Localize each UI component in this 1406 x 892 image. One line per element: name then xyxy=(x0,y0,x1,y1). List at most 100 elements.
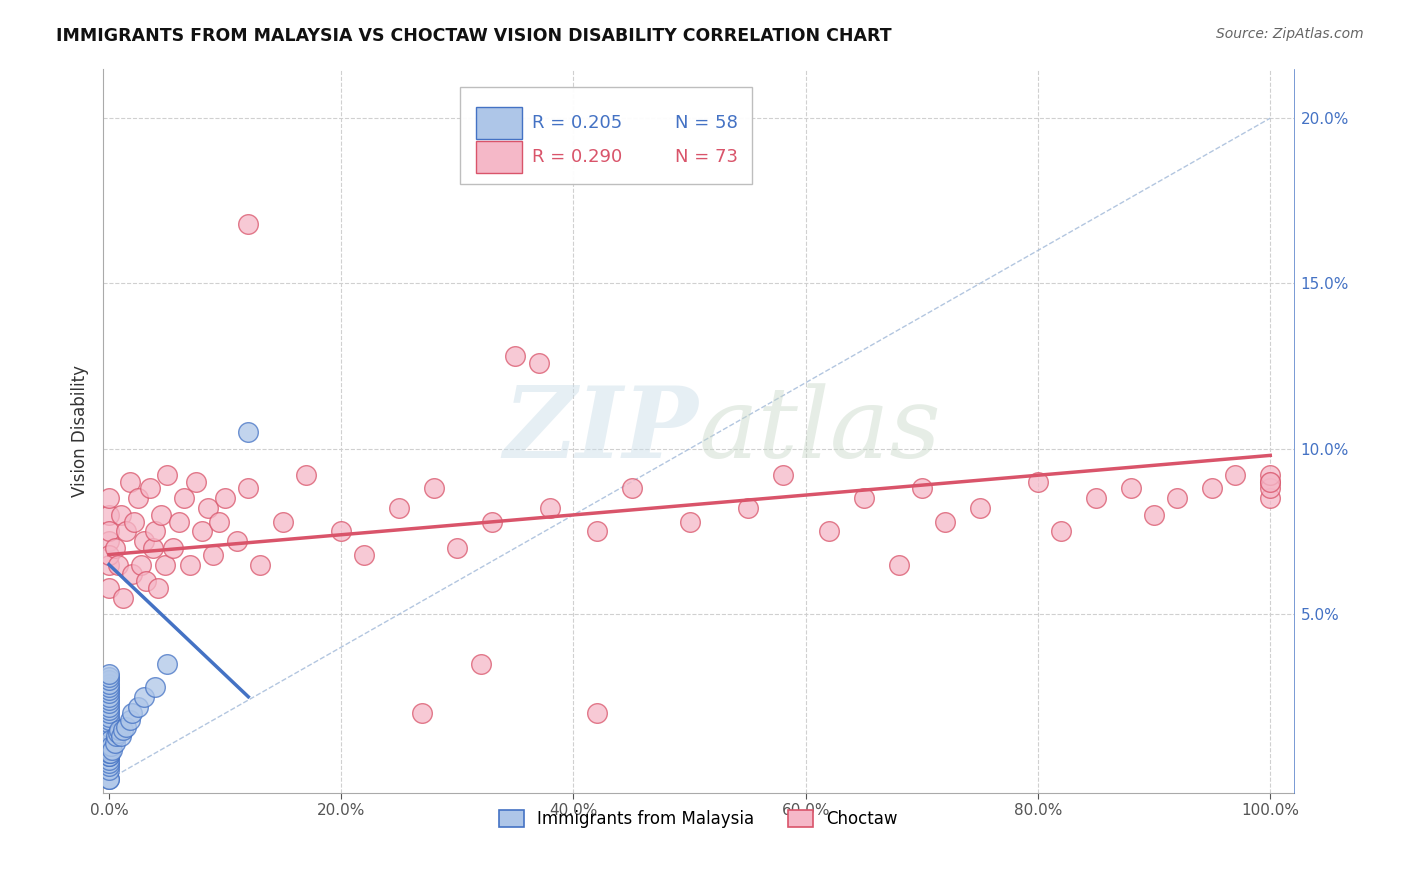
Text: N = 58: N = 58 xyxy=(675,114,737,132)
Point xyxy=(97,726,120,740)
Point xyxy=(772,468,794,483)
Point xyxy=(156,468,179,483)
Point xyxy=(208,515,231,529)
Point xyxy=(115,524,138,539)
Point xyxy=(124,515,146,529)
Point xyxy=(179,558,201,572)
Point xyxy=(1050,524,1073,539)
Point xyxy=(132,534,155,549)
Point xyxy=(97,683,120,698)
Point xyxy=(145,680,167,694)
Point xyxy=(97,739,120,754)
Point xyxy=(97,697,120,711)
Point xyxy=(97,548,120,562)
Point xyxy=(167,515,190,529)
Point xyxy=(162,541,184,555)
Point xyxy=(156,657,179,671)
Point xyxy=(1119,482,1142,496)
Point xyxy=(97,508,120,522)
Point xyxy=(97,491,120,506)
Point xyxy=(238,482,260,496)
Point xyxy=(135,574,157,588)
Point xyxy=(107,558,129,572)
Point xyxy=(97,749,120,764)
Point xyxy=(1258,468,1281,483)
Point xyxy=(100,739,122,754)
Point xyxy=(969,501,991,516)
Point xyxy=(153,558,176,572)
Point xyxy=(97,716,120,731)
Y-axis label: Vision Disability: Vision Disability xyxy=(72,365,89,497)
Point xyxy=(138,482,160,496)
Point xyxy=(97,763,120,777)
Point xyxy=(1143,508,1166,522)
Point xyxy=(145,524,167,539)
Point xyxy=(107,726,129,740)
Point xyxy=(97,772,120,787)
Point xyxy=(191,524,214,539)
Point xyxy=(108,723,131,737)
Point xyxy=(97,699,120,714)
Point xyxy=(202,548,225,562)
Point xyxy=(934,515,956,529)
Point xyxy=(131,558,153,572)
FancyBboxPatch shape xyxy=(475,107,522,139)
Point xyxy=(97,730,120,744)
Point xyxy=(98,732,121,747)
Point xyxy=(97,749,120,764)
Point xyxy=(818,524,841,539)
Point xyxy=(1026,475,1049,489)
Point xyxy=(97,723,120,737)
Point xyxy=(1258,475,1281,489)
Point xyxy=(127,699,149,714)
Point xyxy=(1201,482,1223,496)
Point xyxy=(737,501,759,516)
Point xyxy=(104,736,127,750)
Point xyxy=(1225,468,1247,483)
Point xyxy=(1258,482,1281,496)
Point xyxy=(101,742,124,756)
Point xyxy=(1166,491,1188,506)
Point xyxy=(146,581,169,595)
Point xyxy=(353,548,375,562)
Point xyxy=(238,217,260,231)
Point xyxy=(911,482,934,496)
Point xyxy=(97,759,120,773)
Point xyxy=(142,541,165,555)
Point xyxy=(97,670,120,684)
Point xyxy=(225,534,247,549)
Point xyxy=(97,693,120,707)
Point xyxy=(98,746,121,760)
Point xyxy=(111,591,134,605)
Point xyxy=(97,726,120,740)
Point xyxy=(330,524,353,539)
Text: N = 73: N = 73 xyxy=(675,148,738,166)
Point xyxy=(620,482,643,496)
Point xyxy=(118,475,141,489)
Point xyxy=(97,739,120,754)
Point xyxy=(97,709,120,723)
Point xyxy=(214,491,236,506)
Point xyxy=(104,730,127,744)
Point xyxy=(505,349,527,363)
Point xyxy=(852,491,875,506)
Point xyxy=(97,713,120,727)
Point xyxy=(585,524,607,539)
Point xyxy=(97,680,120,694)
Point xyxy=(527,356,550,370)
Text: IMMIGRANTS FROM MALAYSIA VS CHOCTAW VISION DISABILITY CORRELATION CHART: IMMIGRANTS FROM MALAYSIA VS CHOCTAW VISI… xyxy=(56,27,891,45)
Point xyxy=(97,534,120,549)
Point xyxy=(1258,491,1281,506)
Text: atlas: atlas xyxy=(699,383,941,478)
Point xyxy=(97,723,120,737)
Point xyxy=(97,730,120,744)
Point xyxy=(97,772,120,787)
Point xyxy=(121,706,143,721)
Point xyxy=(97,524,120,539)
Point xyxy=(423,482,446,496)
Point xyxy=(97,732,120,747)
Point xyxy=(184,475,207,489)
Point xyxy=(97,736,120,750)
Point xyxy=(1085,491,1108,506)
Point xyxy=(110,508,132,522)
